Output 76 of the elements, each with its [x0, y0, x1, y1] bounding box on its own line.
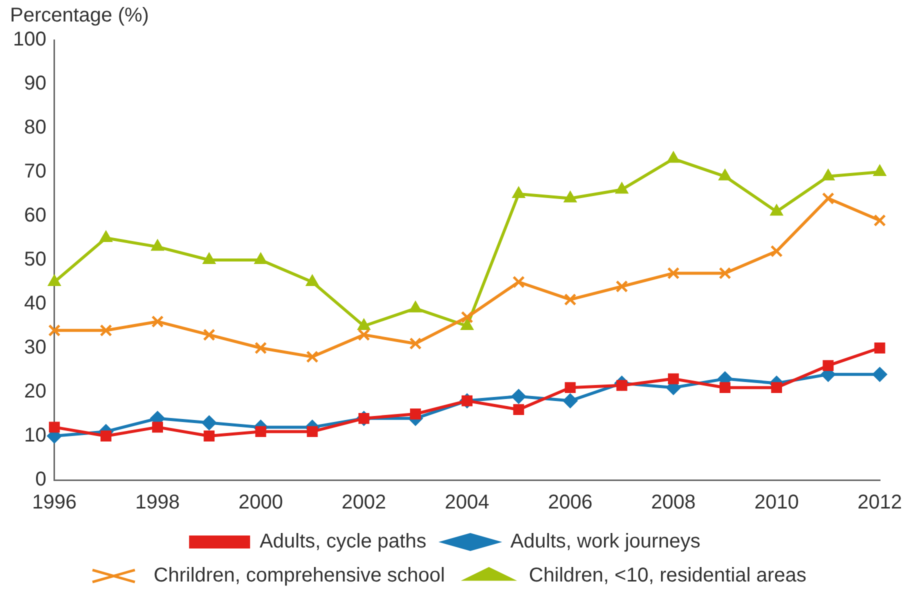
x-tick-label: 2004 — [444, 492, 490, 514]
point — [615, 182, 628, 194]
point — [48, 422, 60, 433]
x-tick-label: 2012 — [858, 492, 902, 514]
point — [564, 382, 576, 394]
y-tick-label: 50 — [24, 248, 46, 271]
point — [718, 168, 732, 180]
point — [100, 324, 112, 337]
y-tick-label: 40 — [24, 292, 46, 315]
y-tick-label: 90 — [24, 72, 46, 95]
point — [512, 186, 526, 198]
point — [770, 245, 783, 258]
y-tick-label: 30 — [24, 336, 46, 359]
point — [99, 230, 113, 242]
point — [822, 168, 835, 180]
point — [771, 382, 782, 394]
point — [409, 337, 422, 350]
point — [306, 426, 318, 438]
point — [511, 388, 526, 404]
y-tick-label: 20 — [24, 380, 46, 403]
point — [48, 274, 61, 286]
point — [873, 164, 886, 176]
y-tick-label: 10 — [24, 424, 46, 447]
point — [150, 239, 164, 251]
x-tick-label: 2010 — [754, 492, 799, 514]
point — [720, 382, 730, 394]
point — [874, 214, 886, 227]
point — [100, 430, 112, 442]
point — [512, 276, 525, 288]
point — [255, 426, 266, 438]
point — [564, 293, 576, 306]
y-tick-label: 100 — [12, 28, 46, 51]
point — [564, 190, 577, 202]
point — [667, 267, 680, 280]
point — [254, 342, 267, 354]
point — [357, 318, 370, 330]
x-tick-label: 1998 — [135, 492, 180, 514]
point — [204, 430, 215, 442]
x-tick-label: 2006 — [548, 492, 592, 514]
point — [460, 311, 474, 324]
legend-label: Chrildren, comprehensive school — [154, 564, 445, 587]
x-tick-label: 2000 — [238, 492, 283, 514]
legend-label: Adults, cycle paths — [260, 530, 426, 553]
point — [306, 274, 319, 286]
point — [822, 360, 834, 372]
point — [770, 204, 784, 216]
point — [202, 328, 216, 341]
point — [666, 151, 680, 163]
point — [202, 415, 217, 430]
point — [513, 404, 524, 416]
point — [460, 318, 474, 330]
x-tick-label: 2002 — [342, 492, 386, 514]
point — [408, 300, 422, 312]
point — [254, 252, 268, 264]
point — [306, 350, 318, 363]
point — [872, 366, 888, 382]
point — [410, 408, 421, 420]
point — [668, 373, 679, 384]
legend-label: Adults, work journeys — [510, 530, 700, 553]
point — [874, 342, 886, 354]
point — [202, 252, 216, 264]
x-tick-label: 2008 — [651, 492, 696, 514]
x-tick-label: 1996 — [32, 492, 77, 514]
y-tick-label: 80 — [24, 116, 46, 139]
legend-label: Children, <10, residential areas — [528, 564, 806, 587]
point — [718, 267, 732, 280]
y-tick-label: 0 — [35, 468, 46, 491]
point — [151, 315, 164, 328]
point — [152, 422, 163, 433]
point — [48, 324, 61, 337]
point — [616, 280, 628, 293]
y-tick-label: 70 — [24, 160, 46, 183]
point — [562, 393, 578, 408]
point — [358, 328, 370, 341]
y-axis-title: Percentage (%) — [10, 4, 149, 27]
y-tick-label: 60 — [24, 204, 46, 227]
